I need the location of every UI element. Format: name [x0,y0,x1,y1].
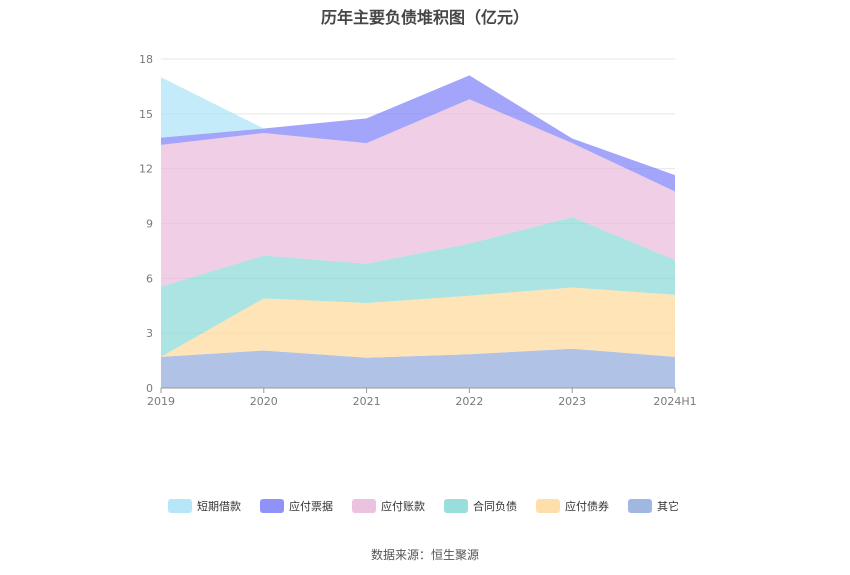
area-series-1 [161,287,675,358]
area-series-3 [161,99,675,287]
legend-swatch [444,499,468,513]
chart-title: 历年主要负债堆积图（亿元） [320,8,529,27]
y-tick-label: 12 [139,163,153,176]
legend-item[interactable]: 应付账款 [352,499,425,513]
area-series-0 [161,348,675,388]
y-tick-label: 9 [146,218,153,231]
legend-item[interactable]: 短期借款 [168,499,241,513]
legend-item[interactable]: 合同负债 [444,499,517,513]
x-tick-label: 2020 [250,395,278,408]
legend-item[interactable]: 其它 [628,499,679,513]
legend-label: 应付债券 [565,499,609,513]
legend-label: 短期借款 [197,499,241,513]
y-tick-label: 18 [139,53,153,66]
legend: 短期借款 应付票据 应付账款 合同负债 应付债券 其它 [168,499,679,513]
y-tick-label: 6 [146,272,153,285]
legend-item[interactable]: 应付债券 [536,499,609,513]
area-series-2 [161,217,675,357]
y-tick-label: 0 [146,382,153,395]
area-series-4 [161,75,675,192]
legend-item[interactable]: 应付票据 [260,499,333,513]
legend-swatch [628,499,652,513]
area-layer [161,75,675,388]
x-tick-label: 2024H1 [653,395,696,408]
y-tick-label: 3 [146,327,153,340]
legend-label: 其它 [657,499,679,513]
legend-label: 应付账款 [381,499,425,513]
y-tick-label: 15 [139,108,153,121]
x-tick-label: 2022 [455,395,483,408]
x-tick-label: 2023 [558,395,586,408]
legend-swatch [168,499,192,513]
legend-label: 应付票据 [289,499,333,513]
legend-label: 合同负债 [473,499,517,513]
legend-swatch [536,499,560,513]
data-source-note: 数据来源：恒生聚源 [370,548,479,562]
x-tick-label: 2021 [353,395,381,408]
axis-layer: 0 3 6 9 12 15 18 2019 2020 2021 2022 2023 2024H1 [139,53,697,408]
x-tick-label: 2019 [147,395,175,408]
legend-swatch [352,499,376,513]
legend-swatch [260,499,284,513]
